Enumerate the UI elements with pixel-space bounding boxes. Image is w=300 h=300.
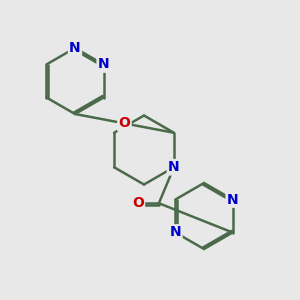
Text: N: N (227, 193, 239, 206)
Text: N: N (169, 226, 181, 239)
Text: N: N (98, 58, 109, 71)
Text: N: N (69, 41, 81, 55)
Text: O: O (132, 196, 144, 210)
Text: N: N (168, 160, 180, 174)
Text: O: O (118, 116, 130, 130)
